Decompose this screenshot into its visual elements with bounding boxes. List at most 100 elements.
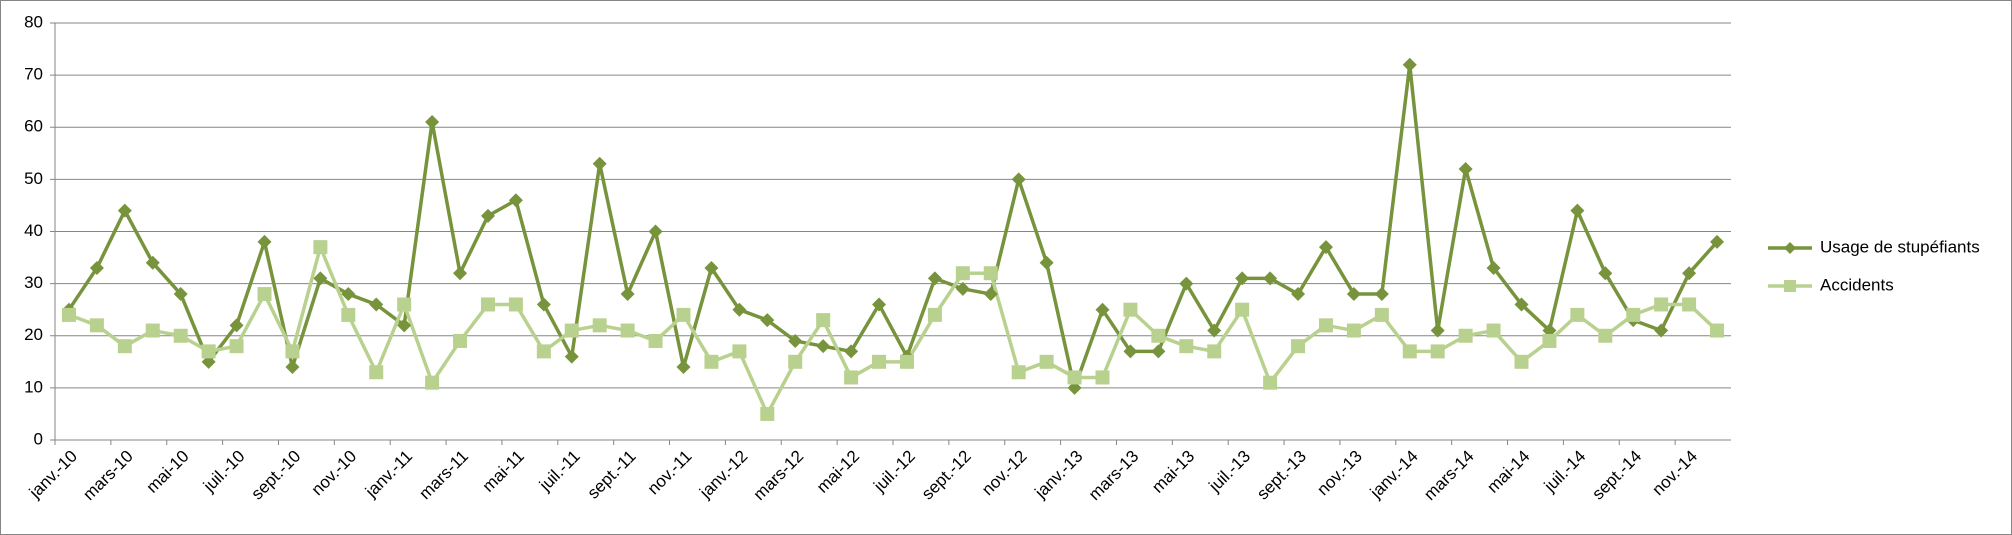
data-point: [1011, 172, 1026, 187]
data-point: [955, 281, 970, 296]
data-point: [1179, 276, 1194, 291]
legend-label: Usage de stupéfiants: [1820, 237, 1980, 256]
data-point: [369, 297, 384, 312]
data-point: [648, 333, 663, 348]
data-point: [1598, 266, 1613, 281]
data-point: [145, 255, 160, 270]
data-point: [1235, 271, 1250, 286]
data-point: [257, 234, 272, 249]
data-point: [341, 287, 356, 302]
y-tick-label: 40: [24, 221, 43, 240]
data-point: [508, 297, 523, 312]
data-point: [89, 318, 104, 333]
data-point: [1402, 57, 1417, 72]
data-point: [1207, 323, 1222, 338]
data-point: [536, 297, 551, 312]
data-point: [1067, 370, 1082, 385]
data-point: [1151, 328, 1166, 343]
data-point: [620, 287, 635, 302]
data-point: [760, 313, 775, 328]
data-point: [425, 375, 440, 390]
y-tick-label: 60: [24, 117, 43, 136]
data-point: [872, 354, 887, 369]
data-point: [1095, 370, 1110, 385]
y-tick-label: 70: [24, 65, 43, 84]
data-point: [927, 271, 942, 286]
data-point: [89, 260, 104, 275]
data-point: [927, 307, 942, 322]
data-point: [1626, 307, 1641, 322]
legend-marker: [1784, 242, 1796, 254]
data-point: [229, 318, 244, 333]
data-point: [480, 208, 495, 223]
data-point: [285, 360, 300, 375]
data-point: [620, 323, 635, 338]
data-point: [760, 406, 775, 421]
data-point: [564, 349, 579, 364]
y-tick-label: 0: [34, 429, 43, 448]
data-point: [1374, 307, 1389, 322]
data-point: [816, 313, 831, 328]
legend-marker: [1784, 280, 1796, 292]
y-tick-label: 20: [24, 325, 43, 344]
data-point: [592, 318, 607, 333]
y-tick-label: 80: [24, 12, 43, 31]
data-point: [1486, 260, 1501, 275]
data-point: [732, 302, 747, 317]
data-point: [1263, 375, 1278, 390]
data-point: [788, 333, 803, 348]
data-point: [1514, 297, 1529, 312]
data-point: [1374, 287, 1389, 302]
data-point: [983, 287, 998, 302]
data-point: [1458, 161, 1473, 176]
data-point: [173, 328, 188, 343]
data-point: [592, 156, 607, 171]
data-point: [1710, 323, 1725, 338]
data-point: [816, 339, 831, 354]
data-point: [1235, 302, 1250, 317]
data-point: [397, 318, 412, 333]
data-point: [313, 240, 328, 255]
data-point: [285, 344, 300, 359]
data-point: [1011, 365, 1026, 380]
data-point: [983, 266, 998, 281]
data-point: [1402, 344, 1417, 359]
data-point: [1570, 203, 1585, 218]
data-point: [676, 307, 691, 322]
data-point: [1654, 297, 1669, 312]
data-point: [369, 365, 384, 380]
data-point: [788, 354, 803, 369]
data-point: [732, 344, 747, 359]
data-point: [453, 333, 468, 348]
data-point: [844, 370, 859, 385]
y-tick-label: 10: [24, 377, 43, 396]
data-point: [1151, 344, 1166, 359]
data-point: [872, 297, 887, 312]
data-point: [1346, 287, 1361, 302]
data-point: [117, 203, 132, 218]
data-point: [844, 344, 859, 359]
data-point: [899, 354, 914, 369]
data-point: [1710, 234, 1725, 249]
data-point: [1263, 271, 1278, 286]
data-point: [1318, 240, 1333, 255]
data-point: [536, 344, 551, 359]
data-point: [1430, 323, 1445, 338]
data-point: [1039, 354, 1054, 369]
data-point: [173, 287, 188, 302]
data-point: [341, 307, 356, 322]
data-point: [1207, 344, 1222, 359]
data-point: [1430, 344, 1445, 359]
data-point: [1039, 255, 1054, 270]
legend-label: Accidents: [1820, 275, 1894, 294]
data-point: [648, 224, 663, 239]
data-point: [1179, 339, 1194, 354]
data-point: [1542, 333, 1557, 348]
data-point: [1514, 354, 1529, 369]
data-point: [1346, 323, 1361, 338]
y-tick-label: 50: [24, 169, 43, 188]
data-point: [453, 266, 468, 281]
data-point: [1486, 323, 1501, 338]
